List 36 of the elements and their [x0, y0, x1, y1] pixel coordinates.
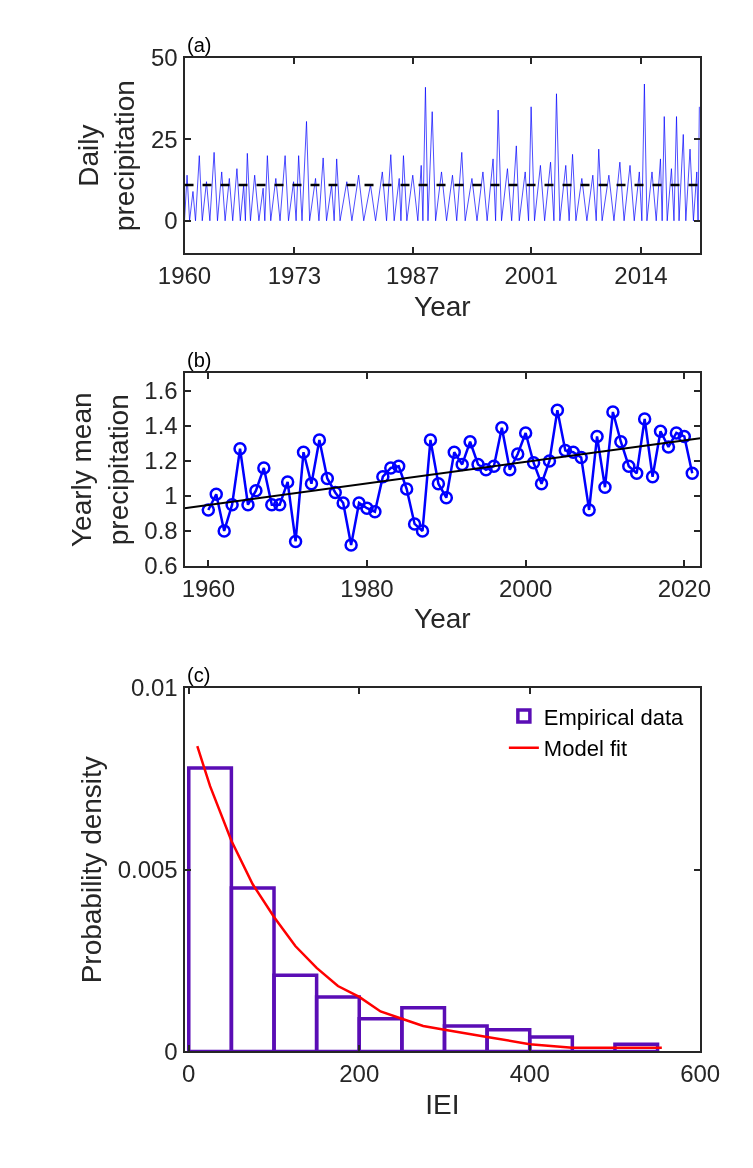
text: (a)	[187, 34, 212, 56]
x-tick-label: 600	[680, 1060, 721, 1088]
x-axis-title: Year	[414, 603, 471, 635]
x-tick-label: 2000	[498, 574, 553, 602]
legend-label: Model fit	[543, 736, 628, 762]
legend-label: Empirical data	[543, 704, 685, 730]
x-tick-label: 1960	[157, 262, 212, 290]
text: (c)	[187, 664, 211, 686]
x-tick-label: 1960	[181, 574, 236, 602]
x-tick-label: 2001	[504, 262, 558, 290]
y-tick-label: 0.6	[144, 552, 178, 580]
x-axis-title: IEI	[425, 1088, 460, 1120]
y-tick-label: 0.01	[131, 674, 178, 702]
y-axis-title: Daily precipitation	[72, 80, 141, 232]
y-tick-label: 25	[151, 125, 178, 153]
x-tick-label: 1973	[267, 262, 322, 290]
y-axis-title: Yearly mean precipitation	[66, 392, 134, 548]
x-tick-label: 2014	[614, 262, 668, 290]
x-tick-label: 1980	[340, 574, 394, 602]
y-tick-label: 0.8	[144, 517, 178, 545]
x-axis-title: Year	[414, 290, 471, 322]
x-tick-label: 0	[182, 1060, 196, 1088]
y-tick-label: 1.2	[144, 447, 178, 475]
y-tick-label: 1	[164, 482, 178, 510]
x-tick-label: 1987	[386, 262, 440, 290]
text: (b)	[187, 349, 212, 371]
x-tick-label: 200	[339, 1060, 380, 1088]
y-axis-title: Probability density	[75, 756, 107, 984]
y-tick-label: 0.005	[117, 856, 178, 884]
y-tick-label: 1.6	[144, 377, 178, 405]
x-tick-label: 2020	[657, 574, 712, 602]
y-tick-label: 50	[151, 44, 178, 72]
y-tick-label: 0	[164, 1037, 178, 1065]
y-tick-label: 0	[164, 207, 178, 235]
y-tick-label: 1.4	[144, 412, 178, 440]
x-tick-label: 400	[509, 1060, 550, 1088]
